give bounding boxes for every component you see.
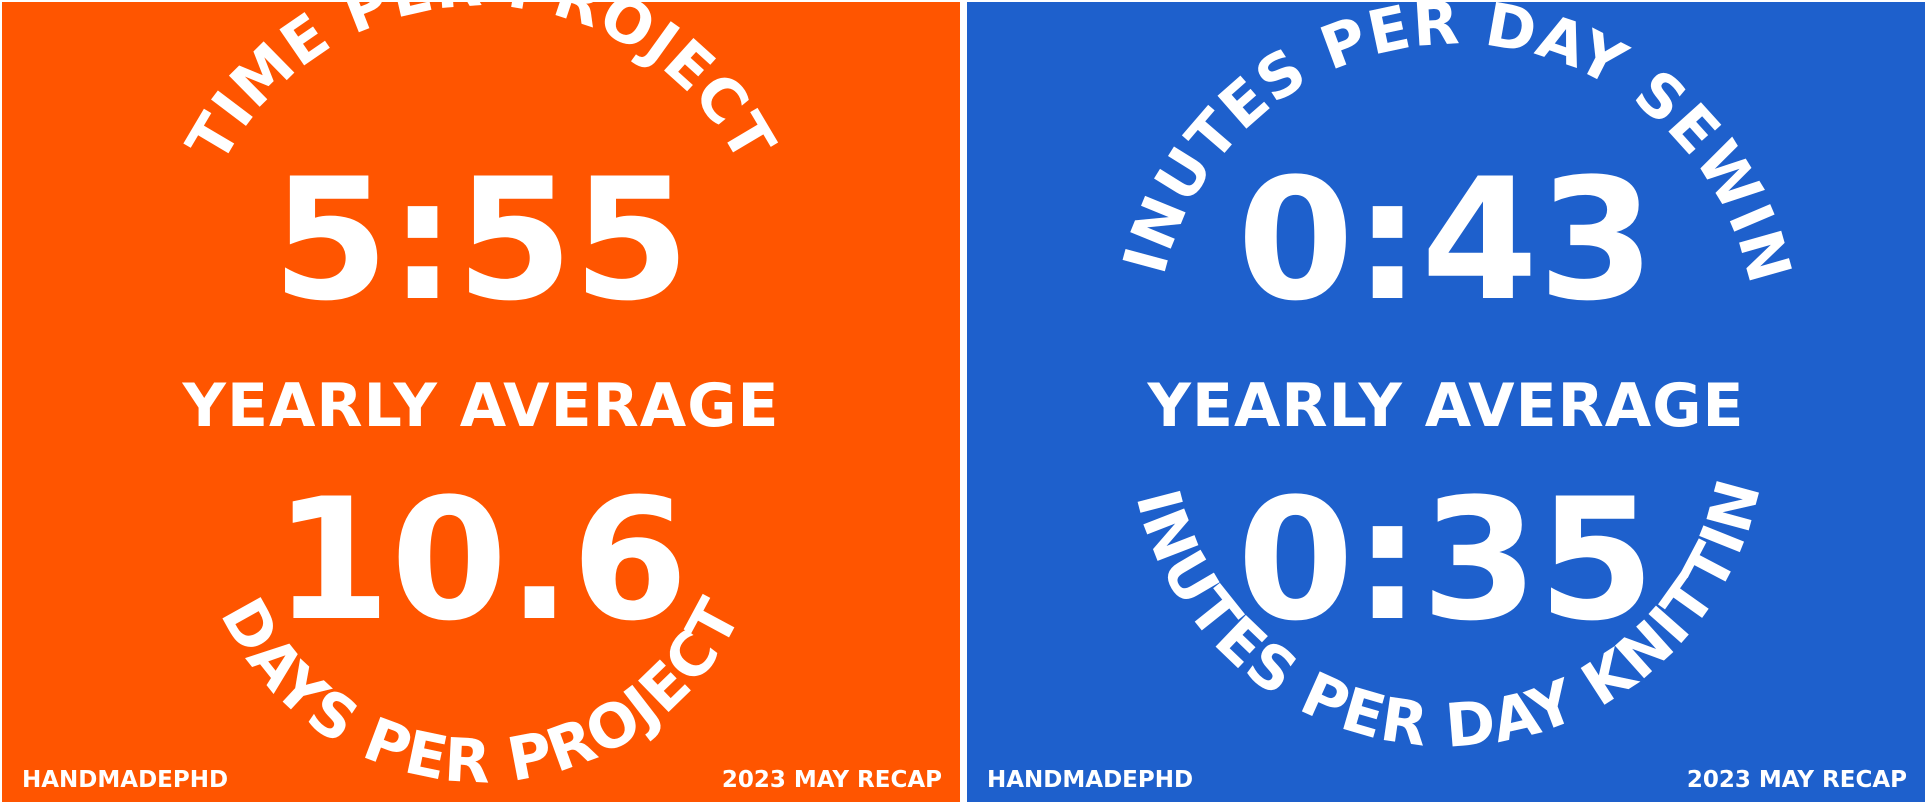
footer-period: 2023 MAY RECAP (722, 767, 942, 793)
sewing-minutes-value: 0:43 (1237, 142, 1655, 338)
footer-brand: HANDMADEPHD (22, 767, 228, 793)
time-per-project-value: 5:55 (272, 142, 690, 338)
footer-brand: HANDMADEPHD (987, 767, 1193, 793)
yearly-average-label: YEARLY AVERAGE (1147, 371, 1745, 441)
minutes-per-day-panel: MINUTES PER DAY SEWING 0:43 YEARLY AVERA… (967, 2, 1925, 802)
days-per-project-value: 10.6 (274, 462, 689, 658)
knitting-minutes-value: 0:35 (1237, 462, 1655, 658)
footer-period: 2023 MAY RECAP (1687, 767, 1907, 793)
yearly-average-label: YEARLY AVERAGE (182, 371, 780, 441)
panel-background (967, 2, 1925, 802)
time-per-project-panel: TIME PER PROJECT 5:55 YEARLY AVERAGE 10.… (2, 2, 960, 802)
panel-background (2, 2, 960, 802)
